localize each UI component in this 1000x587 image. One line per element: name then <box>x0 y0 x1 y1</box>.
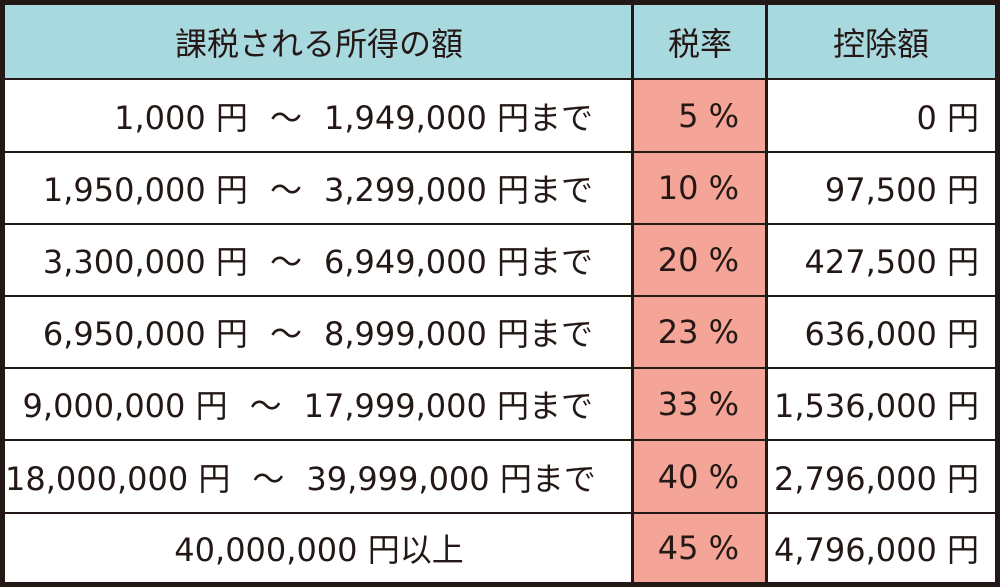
range-from: 18,000,000 円 <box>5 459 231 498</box>
row-divider <box>5 223 995 225</box>
header-deduction: 控除額 <box>767 5 995 78</box>
table-row-last: 40,000,000 円以上 45 % 4,796,000 円 <box>5 514 995 582</box>
income-range: 9,000,000 円 ～ 17,999,000 円まで <box>5 369 633 439</box>
tax-rate: 20 % <box>633 225 767 295</box>
tax-rate: 45 % <box>633 514 767 582</box>
deduction: 636,000 円 <box>804 315 979 353</box>
range-separator: ～ <box>249 387 282 425</box>
range-to: 1,949,000 円まで <box>323 98 593 137</box>
tax-rate: 23 % <box>633 297 767 367</box>
deduction: 427,500 円 <box>804 243 979 281</box>
range-from: 6,950,000 円 <box>42 315 248 353</box>
range-separator: ～ <box>252 459 285 498</box>
row-divider <box>5 367 995 369</box>
column-divider <box>765 5 768 582</box>
row-divider <box>5 151 995 153</box>
row-divider <box>5 439 995 441</box>
income-range: 40,000,000 円以上 <box>174 531 464 569</box>
range-to: 39,999,000 円まで <box>306 459 596 498</box>
deduction: 1,536,000 円 <box>773 387 979 425</box>
deduction: 97,500 円 <box>824 171 979 209</box>
row-divider <box>5 295 995 297</box>
income-range: 1,000 円 ～ 1,949,000 円まで <box>5 80 633 151</box>
range-from: 3,300,000 円 <box>42 243 248 281</box>
range-separator: ～ <box>269 243 302 281</box>
table-row: 3,300,000 円 ～ 6,949,000 円まで 20 % 427,500… <box>5 225 995 295</box>
header-income: 課税される所得の額 <box>5 5 633 78</box>
header-rate: 税率 <box>633 5 767 78</box>
tax-rate: 40 % <box>633 441 767 512</box>
range-from: 1,000 円 <box>114 98 248 137</box>
income-range: 1,950,000 円 ～ 3,299,000 円まで <box>5 153 633 223</box>
deduction: 4,796,000 円 <box>773 531 979 569</box>
table-row: 1,000 円 ～ 1,949,000 円まで 5 % 0 円 <box>5 80 995 151</box>
range-to: 17,999,000 円まで <box>303 387 593 425</box>
range-from: 1,950,000 円 <box>42 171 248 209</box>
deduction: 2,796,000 円 <box>773 459 979 498</box>
tax-rate: 10 % <box>633 153 767 223</box>
column-divider <box>631 5 634 582</box>
range-separator: ～ <box>269 98 302 137</box>
table-row: 18,000,000 円 ～ 39,999,000 円まで 40 % 2,796… <box>5 441 995 512</box>
table-header: 課税される所得の額 税率 控除額 <box>5 5 995 78</box>
income-range: 18,000,000 円 ～ 39,999,000 円まで <box>5 441 633 512</box>
income-range: 3,300,000 円 ～ 6,949,000 円まで <box>5 225 633 295</box>
range-to: 3,299,000 円まで <box>323 171 593 209</box>
range-to: 8,999,000 円まで <box>323 315 593 353</box>
range-to: 6,949,000 円まで <box>323 243 593 281</box>
range-from: 9,000,000 円 <box>22 387 228 425</box>
tax-rate: 5 % <box>633 80 767 151</box>
tax-rate: 33 % <box>633 369 767 439</box>
table-row: 6,950,000 円 ～ 8,999,000 円まで 23 % 636,000… <box>5 297 995 367</box>
deduction: 0 円 <box>916 98 979 137</box>
row-divider <box>5 512 995 514</box>
row-divider <box>5 78 995 80</box>
income-range: 6,950,000 円 ～ 8,999,000 円まで <box>5 297 633 367</box>
range-separator: ～ <box>269 315 302 353</box>
table-row: 1,950,000 円 ～ 3,299,000 円まで 10 % 97,500 … <box>5 153 995 223</box>
range-separator: ～ <box>269 171 302 209</box>
table-row: 9,000,000 円 ～ 17,999,000 円まで 33 % 1,536,… <box>5 369 995 439</box>
